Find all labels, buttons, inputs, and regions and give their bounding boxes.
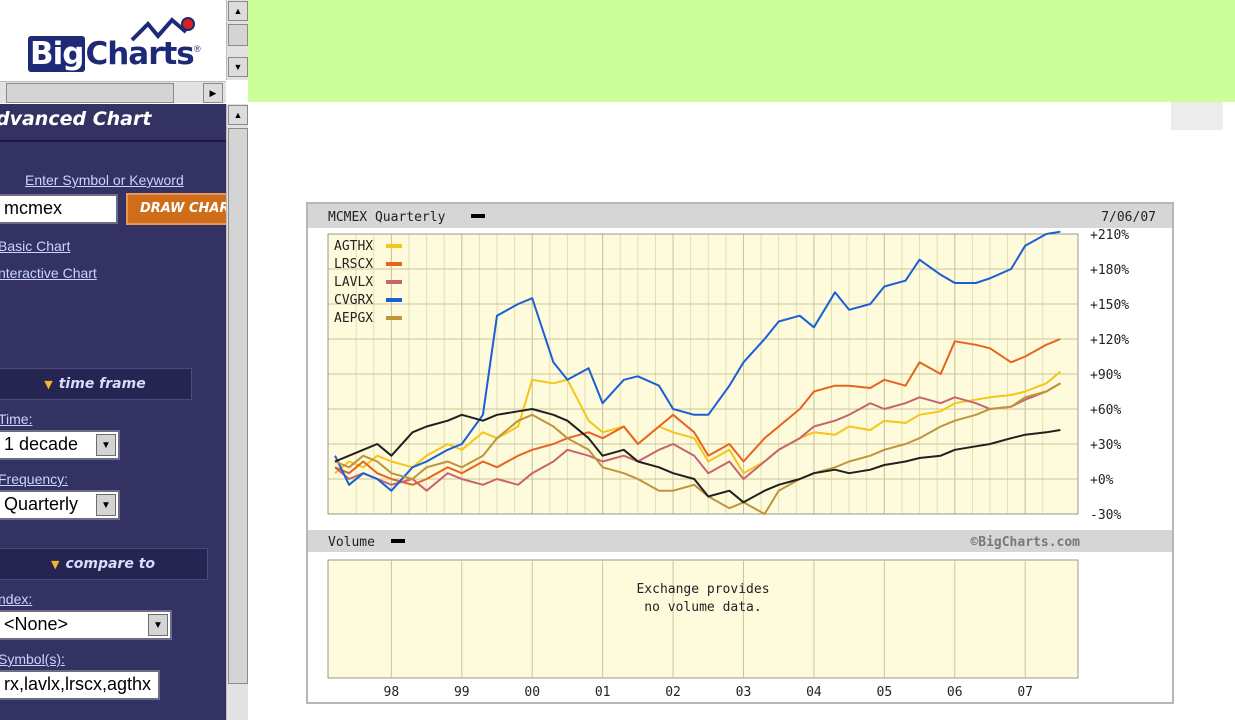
x-tick-label: 00 — [524, 685, 540, 700]
legend-label-lavlx: LAVLX — [334, 275, 373, 290]
x-tick-label: 05 — [877, 685, 893, 700]
volume-header-bar — [308, 530, 1172, 552]
logo-frame-horizontal-scrollbar[interactable]: ▶ — [0, 81, 226, 103]
logo-word-charts: Charts — [85, 36, 194, 72]
y-tick-label: +30% — [1090, 438, 1121, 453]
scroll-thumb[interactable] — [228, 128, 248, 684]
chart-title-dash-icon — [471, 214, 485, 218]
advanced-chart-panel: dvanced Chart Enter Symbol or Keyword mc… — [0, 104, 226, 720]
legend-label-cvgrx: CVGRX — [334, 293, 373, 308]
y-tick-label: +180% — [1090, 263, 1129, 278]
time-frame-section[interactable]: ▼ time frame — [0, 368, 192, 400]
frequency-select[interactable]: Quarterly ▼ — [0, 490, 120, 520]
time-label: Time: — [0, 411, 33, 427]
chevron-down-icon[interactable]: ▼ — [96, 494, 116, 516]
logo-word-big: Big — [28, 36, 86, 72]
x-tick-label: 04 — [806, 685, 822, 700]
legend-swatch-lavlx — [386, 280, 402, 284]
horizontal-scroll-thumb[interactable] — [6, 83, 174, 103]
bigcharts-logo[interactable]: BigCharts ® — [22, 14, 201, 78]
chart-credit: ©BigCharts.com — [970, 535, 1080, 550]
symbol-input[interactable]: mcmex — [0, 194, 118, 224]
logo-chart-icon — [130, 17, 195, 42]
time-select-value: 1 decade — [4, 434, 79, 454]
volume-title: Volume — [328, 535, 375, 550]
symbols-input-value: rx,lavlx,lrscx,agthx — [4, 674, 152, 694]
scroll-down-arrow-icon[interactable]: ▼ — [228, 57, 248, 77]
legend-swatch-lrscx — [386, 262, 402, 266]
nav-panel-vertical-scrollbar[interactable]: ▲ — [226, 104, 248, 720]
volume-area — [327, 559, 1079, 679]
time-select[interactable]: 1 decade ▼ — [0, 430, 120, 460]
triangle-down-icon: ▼ — [50, 557, 60, 571]
y-tick-label: +60% — [1090, 403, 1121, 418]
x-tick-label: 06 — [947, 685, 963, 700]
x-tick-label: 99 — [454, 685, 470, 700]
frequency-label: Frequency: — [0, 471, 69, 487]
chart-title: MCMEX Quarterly — [328, 210, 446, 225]
x-tick-label: 98 — [384, 685, 400, 700]
scroll-up-arrow-icon[interactable]: ▲ — [228, 1, 248, 21]
symbols-input[interactable]: rx,lavlx,lrscx,agthx — [0, 670, 160, 700]
scroll-up-arrow-icon[interactable]: ▲ — [228, 105, 248, 125]
plot-border — [327, 233, 1079, 515]
top-banner — [248, 0, 1235, 102]
triangle-down-icon: ▼ — [44, 377, 53, 391]
title-divider — [0, 140, 226, 142]
legend-label-lrscx: LRSCX — [334, 257, 373, 272]
logo-frame-vertical-scrollbar[interactable]: ▲ ▼ — [226, 0, 248, 80]
chart-frame: MCMEX Quarterly 7/06/07 +210% +180% +150% +12… — [306, 202, 1174, 704]
frequency-select-value: Quarterly — [4, 494, 79, 514]
legend-label-aepgx: AEPGX — [334, 311, 373, 326]
chart-header-bar — [308, 204, 1172, 228]
corner-box — [1171, 102, 1223, 130]
index-label: ndex: — [0, 591, 33, 607]
y-tick-label: -30% — [1090, 508, 1121, 523]
index-select-value: <None> — [4, 614, 69, 634]
x-tick-label: 07 — [1017, 685, 1033, 700]
series-line-aepgx — [334, 382, 1061, 515]
draw-chart-button[interactable]: DRAW CHART — [126, 193, 226, 225]
x-tick-label: 02 — [665, 685, 681, 700]
chevron-down-icon[interactable]: ▼ — [148, 614, 168, 636]
series-line-lrscx — [334, 338, 1061, 486]
y-tick-label: +90% — [1090, 368, 1121, 383]
y-tick-label: +210% — [1090, 228, 1129, 243]
series-line-mcmex — [334, 408, 1061, 504]
panel-title: dvanced Chart — [0, 108, 152, 130]
chart-date: 7/06/07 — [1101, 210, 1156, 225]
symbols-label: Symbol(s): — [0, 651, 65, 667]
y-tick-label: +120% — [1090, 333, 1129, 348]
enter-symbol-label[interactable]: Enter Symbol or Keyword — [25, 172, 184, 188]
interactive-chart-link[interactable]: nteractive Chart — [0, 265, 97, 281]
volume-message-line-1: Exchange provides — [636, 582, 769, 597]
scroll-thumb[interactable] — [228, 24, 248, 46]
x-tick-label: 01 — [595, 685, 611, 700]
time-frame-label: time frame — [58, 376, 146, 392]
compare-to-section[interactable]: ▼ compare to — [0, 548, 208, 580]
legend-swatch-aepgx — [386, 316, 402, 320]
logo-text: BigCharts — [28, 36, 195, 72]
legend-label-agthx: AGTHX — [334, 239, 373, 254]
logo-registered: ® — [194, 44, 201, 54]
scroll-right-arrow-icon[interactable]: ▶ — [203, 83, 223, 103]
volume-message-line-2: no volume data. — [644, 600, 761, 615]
index-select[interactable]: <None> ▼ — [0, 610, 172, 640]
volume-dash-icon — [391, 539, 405, 543]
legend-swatch-cvgrx — [386, 298, 402, 302]
y-tick-label: +0% — [1090, 473, 1114, 488]
basic-chart-link[interactable]: Basic Chart — [0, 238, 71, 254]
x-tick-label: 03 — [736, 685, 752, 700]
chevron-down-icon[interactable]: ▼ — [96, 434, 116, 456]
legend-swatch-agthx — [386, 244, 402, 248]
y-tick-label: +150% — [1090, 298, 1129, 313]
stock-chart: MCMEX Quarterly 7/06/07 +210% +180% +150% +12… — [308, 204, 1172, 700]
series-line-agthx — [334, 370, 1062, 475]
compare-to-label: compare to — [65, 556, 156, 572]
series-line-cvgrx — [334, 230, 1061, 492]
series-line-lavlx — [334, 382, 1061, 492]
